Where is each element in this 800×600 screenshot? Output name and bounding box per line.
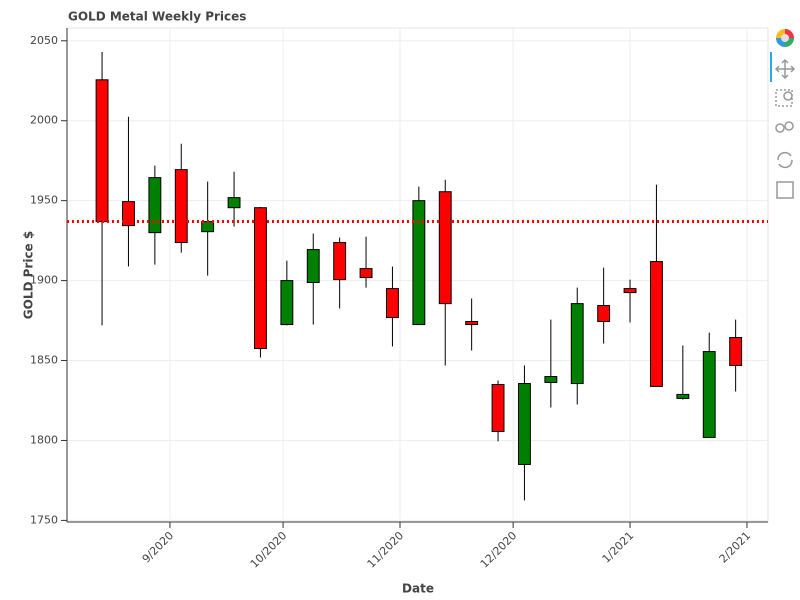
logo-seg <box>776 29 785 38</box>
wheel-zoom-tool[interactable] <box>775 121 794 133</box>
y-tick-label: 1850 <box>30 354 58 367</box>
save-tool[interactable] <box>776 181 794 199</box>
candle-body <box>254 207 267 350</box>
chart-title: GOLD Metal Weekly Prices <box>68 10 246 24</box>
x-tick-label: 11/2020 <box>365 529 407 571</box>
candle-body <box>333 242 347 281</box>
reset-tool[interactable] <box>777 151 793 169</box>
y-tick-label: 1800 <box>30 433 58 446</box>
candle-body <box>623 288 637 294</box>
candle-body <box>174 169 188 244</box>
y-tick-label: 2050 <box>30 34 58 47</box>
candle-body <box>280 280 294 326</box>
logo-seg <box>785 29 794 38</box>
y-tick-label: 1750 <box>30 513 58 526</box>
candle-body <box>517 383 531 465</box>
x-tick-label: 12/2020 <box>478 529 520 571</box>
candle-body <box>702 351 716 438</box>
candle-body <box>438 191 452 305</box>
x-tick-label: 9/2020 <box>140 529 177 566</box>
y-axis-label: GOLD Price $ <box>22 231 36 319</box>
wheel-right <box>784 121 794 131</box>
candle-body <box>491 384 505 433</box>
logo-seg <box>785 38 794 47</box>
pan-tool[interactable] <box>774 58 796 80</box>
candle-body <box>676 393 690 399</box>
logo-seg <box>776 38 785 47</box>
candle-body <box>95 79 109 223</box>
toolbar <box>770 29 796 199</box>
bokeh-logo[interactable] <box>776 29 794 47</box>
x-tick-label: 1/2021 <box>600 529 637 566</box>
candle-body <box>649 261 663 387</box>
candle-body <box>570 303 584 385</box>
candle-body <box>306 249 320 284</box>
candle-body <box>386 288 399 319</box>
candle-body <box>122 201 135 227</box>
candle-body <box>729 337 743 366</box>
y-tick-label: 2000 <box>30 114 58 127</box>
x-tick-label: 2/2021 <box>717 529 754 566</box>
candle-body <box>544 376 558 383</box>
candle-body <box>201 221 215 233</box>
candle-body <box>597 305 611 323</box>
zoom-lens <box>783 91 793 101</box>
box-zoom-tool[interactable] <box>775 89 793 107</box>
wheel-left <box>775 123 785 133</box>
y-tick-label: 1900 <box>30 274 58 287</box>
candle-body <box>227 197 241 209</box>
x-axis-label: Date <box>402 582 434 596</box>
candle-body <box>359 268 373 279</box>
x-tick-label: 10/2020 <box>248 529 290 571</box>
y-tick-label: 1950 <box>30 194 58 207</box>
candle-body <box>148 177 162 234</box>
candle-body <box>465 321 479 326</box>
candle-body <box>412 200 426 326</box>
